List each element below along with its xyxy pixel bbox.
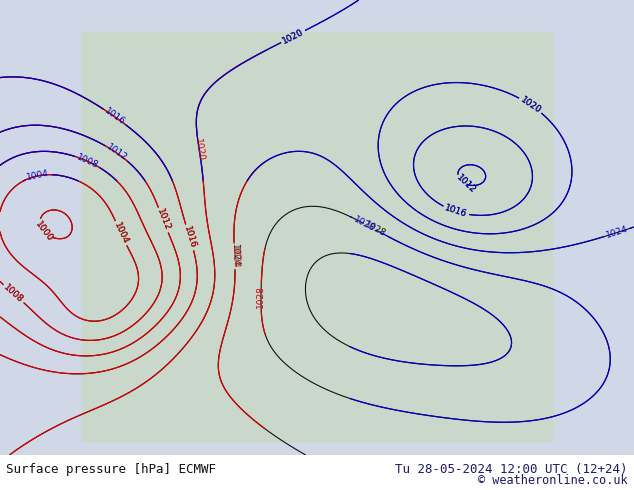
- Text: 1008: 1008: [2, 283, 25, 305]
- Text: 1020: 1020: [281, 27, 306, 46]
- Text: 1016: 1016: [182, 225, 197, 250]
- Text: 1020: 1020: [193, 138, 205, 162]
- Text: 1024: 1024: [230, 244, 240, 267]
- Text: 1004: 1004: [26, 169, 50, 182]
- Text: 1012: 1012: [455, 173, 478, 196]
- Polygon shape: [0, 0, 634, 455]
- Text: 1008: 1008: [75, 152, 100, 170]
- Text: 1004: 1004: [112, 221, 130, 245]
- Text: Tu 28-05-2024 12:00 UTC (12+24): Tu 28-05-2024 12:00 UTC (12+24): [395, 463, 628, 476]
- Text: 1000: 1000: [33, 220, 54, 243]
- Text: 1016: 1016: [444, 203, 469, 219]
- Text: 1020: 1020: [281, 27, 306, 46]
- Text: 1020: 1020: [519, 95, 543, 115]
- Text: 1008: 1008: [2, 283, 25, 305]
- Text: 1024: 1024: [605, 225, 629, 240]
- Text: 1016: 1016: [103, 106, 127, 127]
- Text: 1012: 1012: [455, 173, 478, 196]
- Text: 1020: 1020: [519, 95, 543, 115]
- Text: 1012: 1012: [155, 208, 172, 232]
- Text: © weatheronline.co.uk: © weatheronline.co.uk: [478, 473, 628, 487]
- Text: Surface pressure [hPa] ECMWF: Surface pressure [hPa] ECMWF: [6, 463, 216, 476]
- Text: 1028: 1028: [363, 220, 387, 239]
- Text: 1016: 1016: [444, 203, 469, 219]
- Polygon shape: [82, 32, 552, 441]
- Text: 1028: 1028: [256, 285, 266, 308]
- Text: 1012: 1012: [155, 208, 172, 232]
- Text: 1016: 1016: [182, 225, 197, 250]
- Text: 1028: 1028: [352, 215, 377, 233]
- Text: 1024: 1024: [230, 245, 240, 269]
- Text: 1000: 1000: [33, 220, 54, 243]
- Text: 1004: 1004: [112, 221, 130, 245]
- Text: 1012: 1012: [105, 143, 129, 163]
